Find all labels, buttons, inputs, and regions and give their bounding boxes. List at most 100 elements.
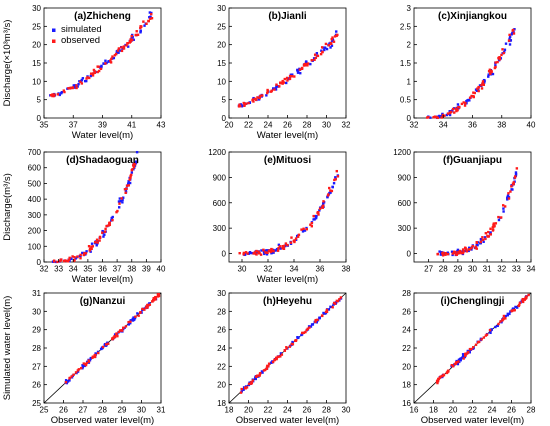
- simulated-point: [135, 150, 139, 154]
- simulated-point: [502, 210, 505, 213]
- observed-point: [149, 17, 152, 20]
- x-tick-label: 27: [424, 265, 433, 274]
- observed-point: [123, 188, 127, 191]
- observed-point: [90, 245, 93, 248]
- simulated-point: [122, 196, 125, 199]
- observed-point: [308, 326, 311, 329]
- simulated-point: [148, 11, 152, 14]
- observed-point: [499, 216, 503, 219]
- simulated-point: [124, 189, 128, 193]
- y-tick-label: 30: [217, 4, 226, 13]
- observed-point: [480, 338, 483, 341]
- observed-point: [509, 190, 512, 193]
- observed-point: [120, 49, 124, 53]
- simulated-point: [95, 244, 98, 247]
- observed-point: [147, 19, 151, 23]
- observed-point: [503, 205, 507, 208]
- observed-point: [333, 35, 337, 38]
- observed-point: [432, 116, 435, 119]
- x-tick-label: 28: [527, 406, 536, 415]
- simulated-point: [110, 219, 113, 222]
- observed-point: [466, 350, 470, 354]
- y-tick-label: 20: [402, 362, 411, 371]
- observed-point: [125, 184, 129, 187]
- y-tick-label: 300: [213, 224, 227, 233]
- observed-point: [277, 247, 280, 250]
- observed-point: [98, 235, 102, 239]
- simulated-point: [68, 259, 71, 263]
- simulated-point: [296, 71, 300, 74]
- observed-point: [291, 343, 295, 346]
- observed-point: [131, 38, 134, 42]
- simulated-point: [132, 317, 135, 321]
- simulated-point: [265, 94, 268, 97]
- y-tick-label: 22: [217, 362, 226, 371]
- observed-point: [436, 252, 440, 256]
- observed-point: [474, 343, 478, 346]
- simulated-point: [487, 73, 490, 76]
- observed-point: [285, 346, 288, 349]
- observed-point: [88, 76, 91, 80]
- simulated-point: [332, 303, 335, 306]
- simulated-point: [260, 370, 264, 373]
- observed-point: [321, 205, 324, 209]
- observed-point: [265, 367, 269, 370]
- simulated-point: [110, 216, 114, 220]
- observed-point: [111, 218, 114, 222]
- y-tick-label: 200: [28, 227, 42, 236]
- observed-point: [116, 49, 120, 52]
- observed-point: [136, 33, 140, 36]
- observed-point: [258, 374, 261, 377]
- observed-point: [111, 337, 115, 340]
- observed-point: [304, 330, 307, 334]
- observed-point: [300, 66, 304, 70]
- observed-point: [455, 108, 458, 111]
- panel-b: 20 22 24 26 28 30 32 0 5 10 15 20 25 30 (b)Jianli Water…: [217, 4, 351, 141]
- observed-point: [65, 259, 69, 263]
- simulated-point: [455, 250, 459, 253]
- simulated-point: [117, 200, 121, 203]
- y-tick-label: 15: [217, 59, 226, 68]
- simulated-point: [301, 230, 305, 233]
- simulated-point: [440, 115, 443, 118]
- observed-point: [314, 320, 317, 323]
- simulated-point: [143, 24, 146, 27]
- observed-point: [79, 80, 82, 84]
- simulated-point: [103, 343, 106, 347]
- observed-point: [266, 91, 269, 95]
- observed-point: [96, 241, 99, 244]
- observed-point: [105, 224, 108, 228]
- simulated-point: [483, 236, 487, 239]
- simulated-point: [307, 325, 311, 328]
- observed-point: [115, 210, 118, 214]
- observed-point: [143, 308, 146, 311]
- observed-point: [328, 186, 331, 190]
- observed-point: [504, 317, 507, 320]
- panel-title: (f)Guanjiapu: [443, 155, 502, 166]
- observed-point: [439, 375, 442, 378]
- observed-point: [454, 251, 457, 254]
- simulated-point: [149, 15, 152, 19]
- simulated-point: [451, 253, 454, 257]
- x-tick-label: 28: [98, 406, 107, 415]
- observed-point: [440, 374, 444, 378]
- observed-point: [473, 91, 476, 95]
- observed-point: [262, 249, 265, 252]
- observed-point: [494, 61, 497, 64]
- simulated-point: [479, 237, 483, 241]
- observed-point: [457, 250, 460, 254]
- observed-point: [453, 362, 457, 366]
- simulated-point: [107, 60, 111, 63]
- observed-point: [85, 361, 89, 365]
- observed-point: [84, 252, 88, 255]
- observed-point: [443, 114, 446, 117]
- simulated-point: [468, 246, 471, 249]
- observed-point: [327, 193, 330, 196]
- observed-point: [139, 311, 142, 315]
- observed-point: [53, 260, 56, 263]
- observed-point: [276, 355, 280, 358]
- simulated-point: [254, 377, 257, 381]
- observed-point: [435, 380, 439, 383]
- simulated-point: [328, 42, 331, 45]
- observed-point: [283, 77, 286, 81]
